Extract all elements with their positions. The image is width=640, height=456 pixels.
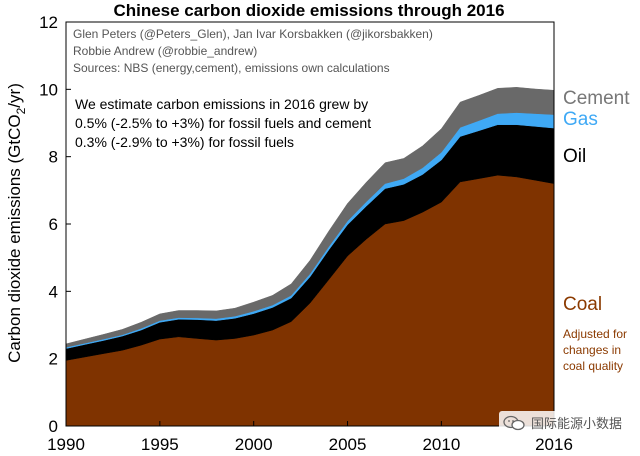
credit-line-2: Robbie Andrew (@robbie_andrew)	[73, 44, 257, 58]
legend-oil: Oil	[563, 146, 586, 167]
legend-gas: Gas	[563, 109, 598, 130]
wechat-icon	[503, 415, 525, 430]
credit-line-3: Sources: NBS (energy,cement), emissions …	[73, 61, 390, 75]
y-tick-label: 12	[39, 13, 58, 32]
y-axis-label: Carbon dioxide emissions (GtCO2/yr)	[5, 83, 28, 363]
y-axis-label-sub: 2	[14, 107, 28, 114]
y-tick-label: 2	[49, 350, 58, 369]
y-tick-label: 4	[49, 282, 58, 301]
x-tick-label: 2010	[422, 435, 460, 454]
annotation-line-2: 0.5% (-2.5% to +3%) for fossil fuels and…	[75, 115, 371, 131]
y-tick-label: 8	[49, 148, 58, 167]
legend-cement: Cement	[563, 88, 630, 109]
watermark: 国际能源小数据	[498, 411, 626, 434]
coal-note-line-2: changes in	[563, 343, 621, 357]
coal-note-line-1: Adjusted for	[563, 327, 627, 341]
x-tick-label: 1995	[141, 435, 179, 454]
credit-line-1: Glen Peters (@Peters_Glen), Jan Ivar Kor…	[73, 27, 433, 41]
axis-layer: 0 2 4 6 8 10 12 1990 1995 2000 2005 2010 2016	[39, 13, 573, 454]
y-tick-label: 6	[49, 215, 58, 234]
coal-note-line-3: coal quality	[563, 359, 623, 373]
y-tick-label: 0	[49, 417, 58, 436]
legend-coal: Coal	[563, 294, 602, 315]
watermark-text: 国际能源小数据	[530, 416, 622, 431]
annotation-line-1: We estimate carbon emissions in 2016 gre…	[75, 96, 368, 112]
x-tick-label: 2016	[535, 435, 573, 454]
coal-note: Adjusted for changes in coal quality	[563, 327, 627, 373]
y-tick-label: 10	[39, 80, 58, 99]
x-tick-label: 1990	[47, 435, 85, 454]
y-axis-label-unit: /yr)	[5, 83, 24, 108]
growth-annotation: We estimate carbon emissions in 2016 gre…	[75, 96, 371, 150]
y-axis-label-main: Carbon dioxide emissions (GtCO	[5, 114, 24, 362]
annotation-line-3: 0.3% (-2.9% to +3%) for fossil fuels	[75, 134, 294, 150]
chart-title: Chinese carbon dioxide emissions through…	[113, 1, 504, 20]
x-tick-label: 2005	[329, 435, 367, 454]
x-tick-label: 2000	[235, 435, 273, 454]
credits: Glen Peters (@Peters_Glen), Jan Ivar Kor…	[73, 27, 433, 75]
